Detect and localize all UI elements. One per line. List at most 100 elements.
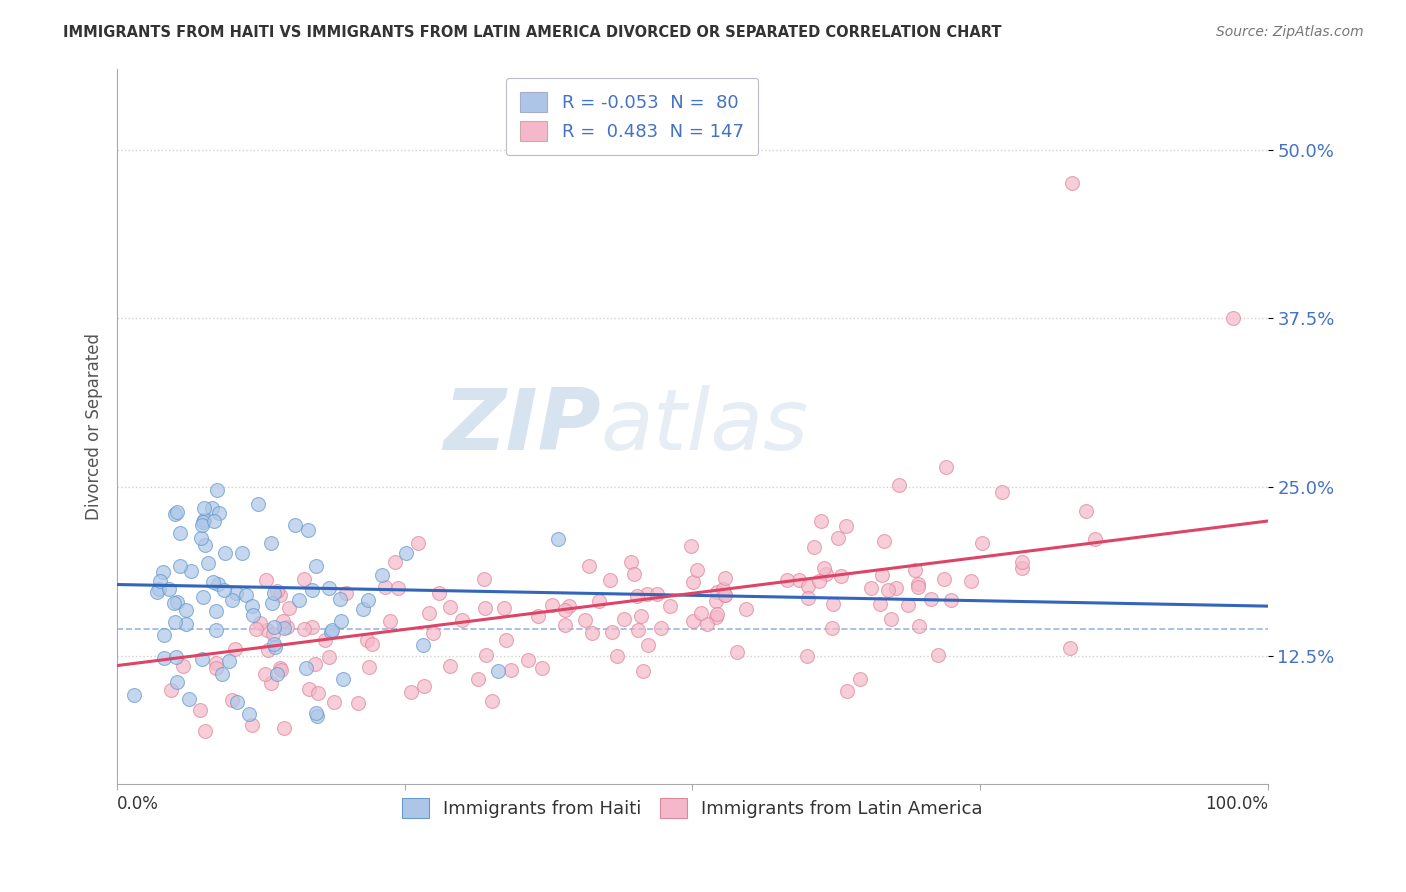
Text: Source: ZipAtlas.com: Source: ZipAtlas.com <box>1216 25 1364 39</box>
Point <box>880 612 903 626</box>
Point <box>191 652 214 666</box>
Point <box>1062 177 1084 191</box>
Point <box>153 627 176 641</box>
Point <box>301 620 323 634</box>
Point <box>169 558 191 573</box>
Point <box>588 594 610 608</box>
Point <box>636 587 658 601</box>
Point <box>689 606 711 620</box>
Point <box>554 618 576 632</box>
Point <box>554 603 576 617</box>
Point <box>412 679 434 693</box>
Point <box>384 555 406 569</box>
Point <box>849 672 872 686</box>
Point <box>374 580 396 594</box>
Point <box>329 592 352 607</box>
Point <box>1074 504 1097 518</box>
Point <box>714 571 737 585</box>
Point <box>166 505 188 519</box>
Point <box>238 706 260 721</box>
Point <box>172 659 194 673</box>
Point <box>266 666 288 681</box>
Point <box>907 580 929 594</box>
Point <box>682 575 704 590</box>
Point <box>304 657 326 671</box>
Point <box>152 651 174 665</box>
Point <box>516 652 538 666</box>
Point <box>630 609 652 624</box>
Point <box>830 569 852 583</box>
Point <box>297 523 319 537</box>
Point <box>122 689 145 703</box>
Point <box>540 599 562 613</box>
Point <box>711 582 734 596</box>
Point <box>266 583 288 598</box>
Point <box>606 649 628 664</box>
Point <box>263 636 285 650</box>
Point <box>725 644 748 658</box>
Point <box>193 501 215 516</box>
Point <box>191 515 214 529</box>
Point <box>263 619 285 633</box>
Point <box>626 589 648 603</box>
Point <box>149 574 172 588</box>
Point <box>873 534 896 549</box>
Point <box>835 684 858 698</box>
Point <box>659 599 682 613</box>
Point <box>314 633 336 648</box>
Point <box>321 623 343 637</box>
Point <box>399 685 422 699</box>
Y-axis label: Divorced or Separated: Divorced or Separated <box>86 333 103 520</box>
Point <box>254 666 277 681</box>
Point <box>679 539 702 553</box>
Point <box>188 703 211 717</box>
Point <box>439 600 461 615</box>
Point <box>146 585 169 599</box>
Text: atlas: atlas <box>600 385 808 468</box>
Point <box>159 683 181 698</box>
Point <box>231 546 253 560</box>
Point <box>305 706 328 721</box>
Point <box>152 565 174 579</box>
Point <box>242 608 264 623</box>
Point <box>204 656 226 670</box>
Point <box>450 613 472 627</box>
Point <box>214 546 236 560</box>
Point <box>934 460 956 475</box>
Point <box>530 661 553 675</box>
Point <box>706 585 728 599</box>
Point <box>207 483 229 497</box>
Point <box>467 672 489 686</box>
Point <box>877 583 900 598</box>
Point <box>821 621 844 635</box>
Point <box>787 573 810 587</box>
Point <box>682 615 704 629</box>
Point <box>631 664 654 678</box>
Point <box>205 623 228 637</box>
Point <box>221 692 243 706</box>
Point <box>269 588 291 602</box>
Point <box>301 582 323 597</box>
Point <box>619 555 641 569</box>
Point <box>166 675 188 690</box>
Point <box>599 573 621 587</box>
Point <box>897 599 920 613</box>
Point <box>439 659 461 673</box>
Point <box>627 623 650 637</box>
Point <box>262 627 284 641</box>
Point <box>1011 555 1033 569</box>
Point <box>797 591 820 605</box>
Point <box>797 579 820 593</box>
Point <box>696 617 718 632</box>
Point <box>260 596 283 610</box>
Point <box>834 519 856 533</box>
Point <box>870 567 893 582</box>
Point <box>499 663 522 677</box>
Point <box>305 708 328 723</box>
Point <box>263 586 285 600</box>
Point <box>908 619 931 633</box>
Point <box>704 594 727 608</box>
Point <box>202 575 225 590</box>
Point <box>177 691 200 706</box>
Point <box>332 672 354 686</box>
